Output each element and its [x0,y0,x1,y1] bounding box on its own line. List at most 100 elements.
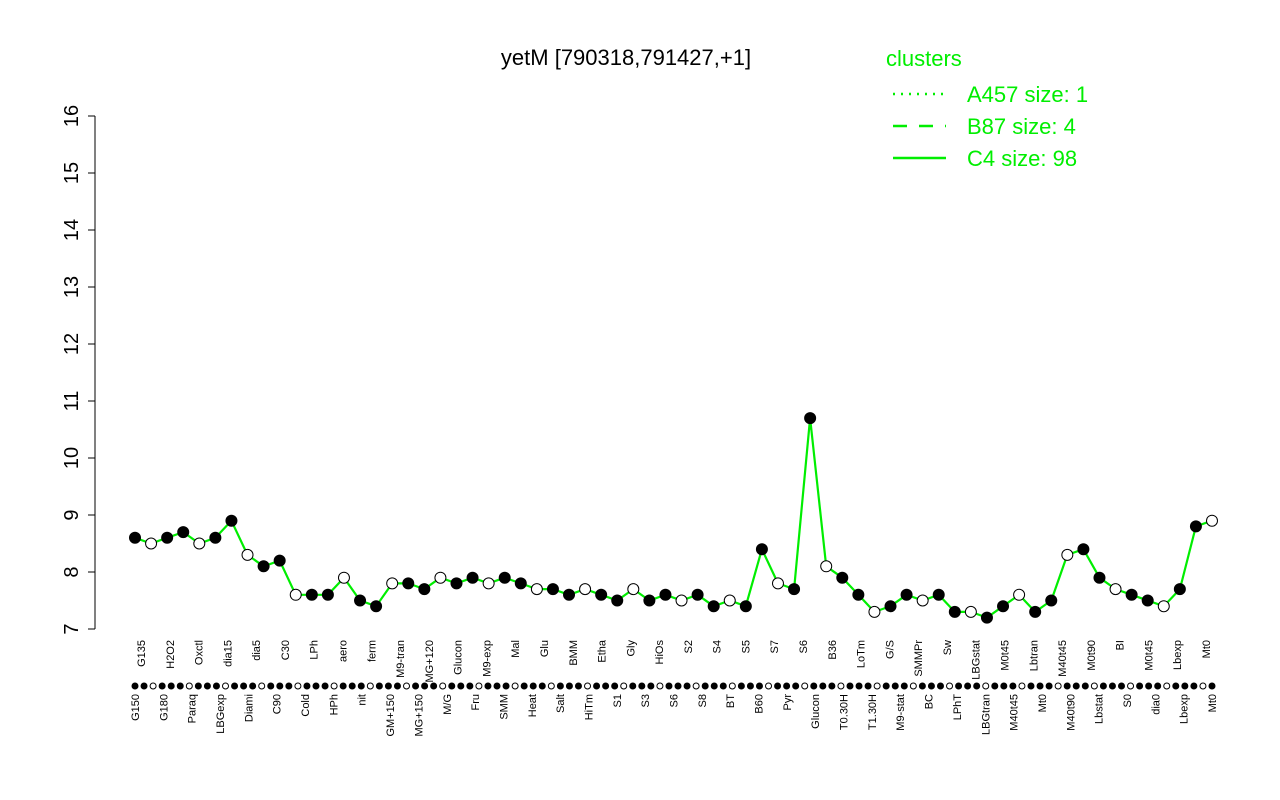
x-marker [348,682,356,690]
x-tick-label-upper: HiOs [654,640,666,665]
x-marker [1027,682,1035,690]
data-point [177,526,190,539]
x-marker [665,682,673,690]
x-marker [131,682,139,690]
y-tick-label: 10 [61,447,83,469]
x-marker [1000,682,1008,690]
data-point [1157,600,1170,613]
x-tick-label-upper: Gly [625,640,637,657]
x-marker [357,682,365,690]
x-marker [393,682,401,690]
data-point [1125,588,1138,601]
x-marker [792,682,800,690]
x-tick-label-upper: M0t45 [1143,640,1155,671]
x-marker [1099,682,1107,690]
data-point [980,611,993,624]
x-marker [267,682,275,690]
x-marker [1154,682,1162,690]
x-marker [1054,682,1062,690]
data-point [1109,583,1122,596]
chart-title: yetM [790318,791427,+1] [501,45,751,70]
x-tick-label-lower: GM+150 [385,694,397,737]
data-point [305,588,318,601]
x-marker [728,682,736,690]
x-marker [1081,682,1089,690]
data-point [145,537,158,550]
data-point [466,571,479,584]
data-point [643,594,656,607]
data-point [209,531,222,544]
x-marker [1063,682,1071,690]
x-marker [565,682,573,690]
x-tick-label-upper: Lbexp [1172,640,1184,670]
x-tick-label-upper: BMM [568,640,580,666]
x-tick-label-lower: BT [725,694,737,708]
x-marker [448,682,456,690]
x-tick-label-lower: M40t90 [1065,694,1077,731]
x-marker [484,682,492,690]
data-point [595,588,608,601]
x-marker [185,682,193,690]
x-tick-label-lower: M40t45 [1009,694,1021,731]
data-point [434,571,447,584]
data-point [386,577,399,590]
x-tick-label-lower: Paraq [187,694,199,723]
x-tick-label-upper: Mal [510,640,522,658]
x-tick-label-lower: LBGexp [215,694,227,734]
x-tick-label-lower: LBGtran [980,694,992,735]
x-tick-label-lower: BC [924,694,936,709]
x-marker [1117,682,1125,690]
x-marker [457,682,465,690]
data-point [1029,605,1042,618]
x-tick-label-lower: S6 [669,694,681,707]
x-marker [140,682,148,690]
x-marker [692,682,700,690]
x-marker [701,682,709,690]
x-marker [466,682,474,690]
y-tick-label: 12 [61,333,83,355]
x-marker [1136,682,1144,690]
x-marker [882,682,890,690]
x-marker [647,682,655,690]
x-marker [421,682,429,690]
x-marker [593,682,601,690]
x-marker [1208,682,1216,690]
x-marker [955,682,963,690]
x-marker [240,682,248,690]
data-point [579,583,592,596]
data-point [129,531,141,544]
x-tick-label-upper: LBGstat [971,640,983,680]
x-tick-label-upper: B36 [827,640,839,660]
data-point [273,554,286,567]
x-marker [1172,682,1180,690]
x-tick-label-upper: Lbtran [1028,640,1040,671]
data-point [739,600,752,613]
x-marker [584,682,592,690]
data-point [193,537,206,550]
x-marker [918,682,926,690]
x-marker [819,682,827,690]
data-point [707,600,720,613]
x-marker [511,682,519,690]
x-tick-label-upper: H2O2 [165,640,177,669]
x-marker [203,682,211,690]
data-point [691,588,704,601]
x-tick-label-lower: C90 [272,694,284,714]
x-marker [737,682,745,690]
x-marker [339,682,347,690]
x-marker [212,682,220,690]
x-marker [412,682,420,690]
series-group [134,417,1213,619]
x-tick-label-lower: Pyr [782,694,794,711]
x-marker [1127,682,1135,690]
x-tick-label-upper: LoTm [856,640,868,668]
x-marker [927,682,935,690]
x-tick-label-lower: nit [357,694,369,706]
x-tick-label-upper: S2 [683,640,695,653]
data-point [804,412,817,425]
x-tick-label-upper: dia15 [222,640,234,667]
y-tick-label: 15 [61,162,83,184]
x-marker [873,682,881,690]
x-marker [1181,682,1189,690]
x-marker [864,682,872,690]
